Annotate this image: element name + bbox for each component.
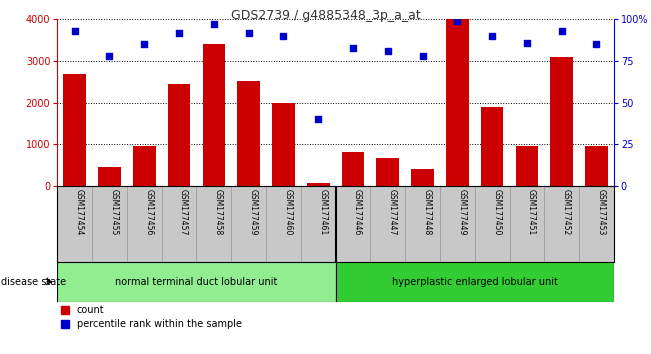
- Text: GSM177452: GSM177452: [562, 189, 571, 235]
- Bar: [336, 262, 614, 302]
- Text: GSM177448: GSM177448: [422, 189, 432, 235]
- Point: [417, 53, 428, 59]
- Point: [452, 18, 463, 24]
- Text: normal terminal duct lobular unit: normal terminal duct lobular unit: [115, 277, 277, 287]
- Bar: [411, 169, 434, 186]
- Point: [278, 33, 288, 39]
- Text: GSM177449: GSM177449: [458, 189, 466, 235]
- Bar: [63, 74, 86, 186]
- Bar: [446, 19, 469, 186]
- Text: hyperplastic enlarged lobular unit: hyperplastic enlarged lobular unit: [392, 277, 558, 287]
- Text: GSM177454: GSM177454: [75, 189, 84, 235]
- Text: GSM177451: GSM177451: [527, 189, 536, 235]
- Text: GSM177459: GSM177459: [249, 189, 258, 235]
- Text: GSM177450: GSM177450: [492, 189, 501, 235]
- Bar: [133, 146, 156, 186]
- Bar: [57, 262, 336, 302]
- Legend: count, percentile rank within the sample: count, percentile rank within the sample: [57, 302, 245, 333]
- Text: GSM177453: GSM177453: [596, 189, 605, 235]
- Point: [383, 48, 393, 54]
- Text: GSM177447: GSM177447: [388, 189, 396, 235]
- Text: GSM177446: GSM177446: [353, 189, 362, 235]
- Point: [174, 30, 184, 36]
- Point: [487, 33, 497, 39]
- Bar: [550, 57, 573, 186]
- Point: [243, 30, 254, 36]
- Point: [521, 40, 532, 46]
- Point: [70, 28, 80, 34]
- Bar: [272, 103, 295, 186]
- Text: GSM177461: GSM177461: [318, 189, 327, 235]
- Bar: [516, 146, 538, 186]
- Bar: [342, 152, 365, 186]
- Text: GSM177457: GSM177457: [179, 189, 188, 235]
- Bar: [481, 107, 503, 186]
- Point: [139, 42, 150, 47]
- Bar: [168, 84, 190, 186]
- Text: GSM177456: GSM177456: [145, 189, 153, 235]
- Bar: [585, 146, 608, 186]
- Text: disease state: disease state: [1, 277, 66, 287]
- Text: GDS2739 / g4885348_3p_a_at: GDS2739 / g4885348_3p_a_at: [230, 9, 421, 22]
- Point: [591, 42, 602, 47]
- Bar: [307, 183, 329, 186]
- Point: [313, 116, 324, 122]
- Bar: [98, 167, 121, 186]
- Bar: [202, 45, 225, 186]
- Text: GSM177460: GSM177460: [283, 189, 292, 235]
- Point: [557, 28, 567, 34]
- Bar: [376, 158, 399, 186]
- Text: GSM177455: GSM177455: [109, 189, 118, 235]
- Point: [348, 45, 358, 51]
- Bar: [238, 81, 260, 186]
- Point: [208, 22, 219, 27]
- Point: [104, 53, 115, 59]
- Text: GSM177458: GSM177458: [214, 189, 223, 235]
